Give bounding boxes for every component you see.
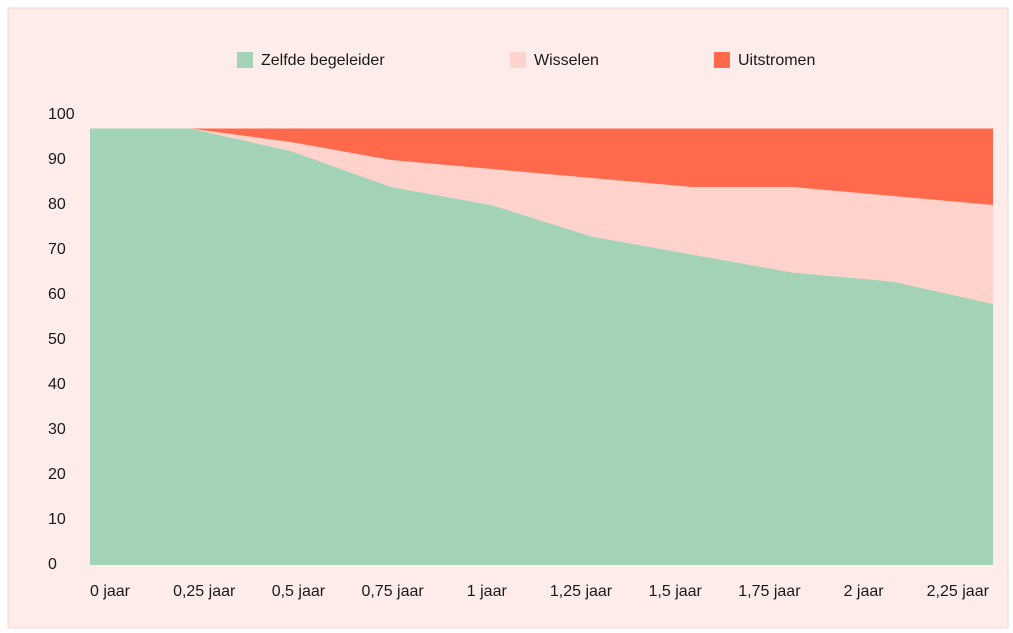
y-tick-label: 30: [48, 421, 66, 438]
y-tick-label: 50: [48, 331, 66, 348]
area: [90, 128, 993, 304]
y-tick-label: 80: [48, 196, 66, 213]
x-tick-label: 0 jaar: [90, 583, 131, 600]
y-tick-label: 100: [48, 106, 75, 123]
area: [90, 128, 993, 205]
area: [90, 128, 993, 565]
y-tick-label: 20: [48, 466, 66, 483]
x-tick-label: 1 jaar: [467, 583, 508, 600]
legend-label: Zelfde begeleider: [261, 52, 385, 69]
x-tick-label: 0,5 jaar: [272, 583, 326, 600]
x-tick-label: 1,75 jaar: [738, 583, 801, 600]
x-tick-label: 1,5 jaar: [649, 583, 703, 600]
x-tick-label: 2,25 jaar: [927, 583, 990, 600]
legend-label: Wisselen: [534, 52, 599, 69]
x-tick-label: 2 jaar: [844, 583, 885, 600]
legend-swatch: [714, 52, 730, 68]
y-tick-label: 10: [48, 511, 66, 528]
y-tick-label: 0: [48, 556, 57, 573]
x-tick-label: 0,25 jaar: [173, 583, 236, 600]
y-tick-label: 60: [48, 286, 66, 303]
y-tick-label: 70: [48, 241, 66, 258]
x-tick-label: 1,25 jaar: [550, 583, 613, 600]
legend-swatch: [510, 52, 526, 68]
y-tick-label: 40: [48, 376, 66, 393]
legend-label: Uitstromen: [738, 52, 815, 69]
x-tick-label: 0,75 jaar: [361, 583, 424, 600]
legend-swatch: [237, 52, 253, 68]
y-tick-label: 90: [48, 151, 66, 168]
